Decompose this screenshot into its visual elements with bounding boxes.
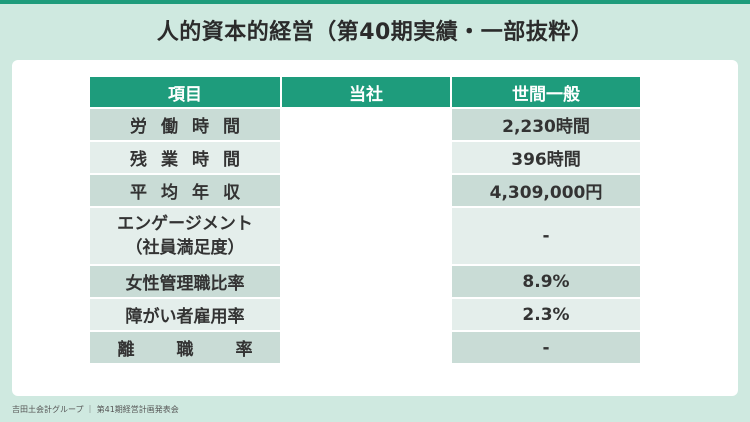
cell-general: 396時間 xyxy=(452,140,640,173)
cell-general: 2.3% xyxy=(452,297,640,330)
row-label-overtime: 残業時間 xyxy=(130,150,254,170)
table-row: 離職率 - xyxy=(90,330,640,363)
cell-company xyxy=(280,264,452,297)
cell-company xyxy=(280,206,452,264)
table-header-row: 項目 当社 世間一般 xyxy=(90,77,640,107)
footer-text: 吉田土会計グループ ｜ 第41期経営計画発表会 xyxy=(12,405,179,414)
row-label-average-income: 平均年収 xyxy=(130,183,254,203)
table-row: 障がい者雇用率 2.3% xyxy=(90,297,640,330)
cell-company xyxy=(280,107,452,140)
cell-general: - xyxy=(452,206,640,264)
table-row: 女性管理職比率 8.9% xyxy=(90,264,640,297)
header-item: 項目 xyxy=(90,77,280,107)
table-row: エンゲージメント （社員満足度） - xyxy=(90,206,640,264)
header-general: 世間一般 xyxy=(452,77,640,107)
cell-company xyxy=(280,140,452,173)
cell-general: 2,230時間 xyxy=(452,107,640,140)
top-accent-bar xyxy=(0,0,750,4)
table-row: 平均年収 4,309,000円 xyxy=(90,173,640,206)
row-label-working-hours: 労働時間 xyxy=(130,117,254,137)
row-sublabel-engagement: （社員満足度） xyxy=(125,238,245,258)
table-row: 労働時間 2,230時間 xyxy=(90,107,640,140)
page-title: 人的資本的経営（第40期実績・一部抜粋） xyxy=(156,20,594,45)
cell-company xyxy=(280,173,452,206)
cell-company xyxy=(280,330,452,363)
row-label-female-managers: 女性管理職比率 xyxy=(90,264,280,297)
cell-general: 4,309,000円 xyxy=(452,173,640,206)
hr-capital-table: 項目 当社 世間一般 労働時間 2,230時間 残業時間 396時間 平均年収 … xyxy=(90,77,640,363)
row-label-turnover: 離職率 xyxy=(117,340,295,360)
row-label-engagement: エンゲージメント xyxy=(117,214,253,234)
header-company: 当社 xyxy=(280,77,452,107)
row-label-disability-employment: 障がい者雇用率 xyxy=(90,297,280,330)
cell-company xyxy=(280,297,452,330)
cell-general: 8.9% xyxy=(452,264,640,297)
cell-general: - xyxy=(452,330,640,363)
table-row: 残業時間 396時間 xyxy=(90,140,640,173)
